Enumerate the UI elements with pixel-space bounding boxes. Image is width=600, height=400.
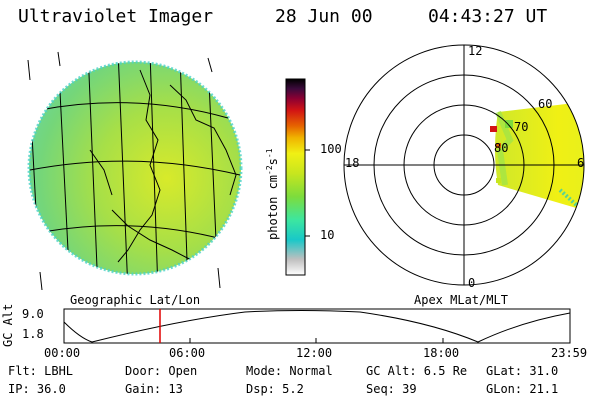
gc-alt-axis-label: GC Alt (1, 303, 15, 347)
gc-alt-tick-top: 9.0 (22, 307, 44, 321)
mode-status: Mode: Normal (246, 364, 333, 378)
time-tick-0600: 06:00 (169, 346, 206, 360)
flt-status: Flt: LBHL (8, 364, 74, 378)
mlt-label-12: 12 (468, 44, 483, 58)
colorbar-label-100: 100 (320, 142, 342, 156)
glat-status: GLat: 31.0 (486, 364, 559, 378)
app-title: Ultraviolet Imager (18, 6, 214, 27)
dsp-status: Dsp: 5.2 (246, 382, 304, 396)
time-tick-2359: 23:59 (551, 346, 588, 360)
colorbar-unit-label: photon cm-2s-1 (265, 148, 280, 240)
polar-plot (343, 44, 585, 286)
door-status: Door: Open (125, 364, 198, 378)
ip-status: IP: 36.0 (8, 382, 66, 396)
altitude-curve (63, 310, 571, 343)
time-tick-1200: 12:00 (296, 346, 333, 360)
mlt-label-0: 0 (468, 276, 476, 290)
mlat-label-80: 80 (494, 141, 509, 155)
mlt-label-6: 6 (577, 156, 585, 170)
glon-status: GLon: 21.1 (486, 382, 559, 396)
mlat-label-60: 60 (538, 97, 553, 111)
mlt-label-18: 18 (345, 156, 360, 170)
time-label: 04:43:27 UT (428, 6, 548, 27)
gc-alt-status: GC Alt: 6.5 Re (366, 364, 468, 378)
mlat-label-70: 70 (514, 120, 529, 134)
altitude-plot (63, 308, 571, 344)
gain-status: Gain: 13 (125, 382, 183, 396)
apex-caption: Apex MLat/MLT (414, 293, 508, 307)
colorbar (285, 78, 310, 276)
time-tick-0000: 00:00 (44, 346, 81, 360)
date-label: 28 Jun 00 (275, 6, 373, 27)
colorbar-label-10: 10 (320, 228, 335, 242)
gc-alt-tick-bottom: 1.8 (22, 327, 44, 341)
time-tick-1800: 18:00 (423, 346, 460, 360)
globe-image (27, 51, 243, 291)
geographic-caption: Geographic Lat/Lon (70, 293, 201, 307)
seq-status: Seq: 39 (366, 382, 417, 396)
